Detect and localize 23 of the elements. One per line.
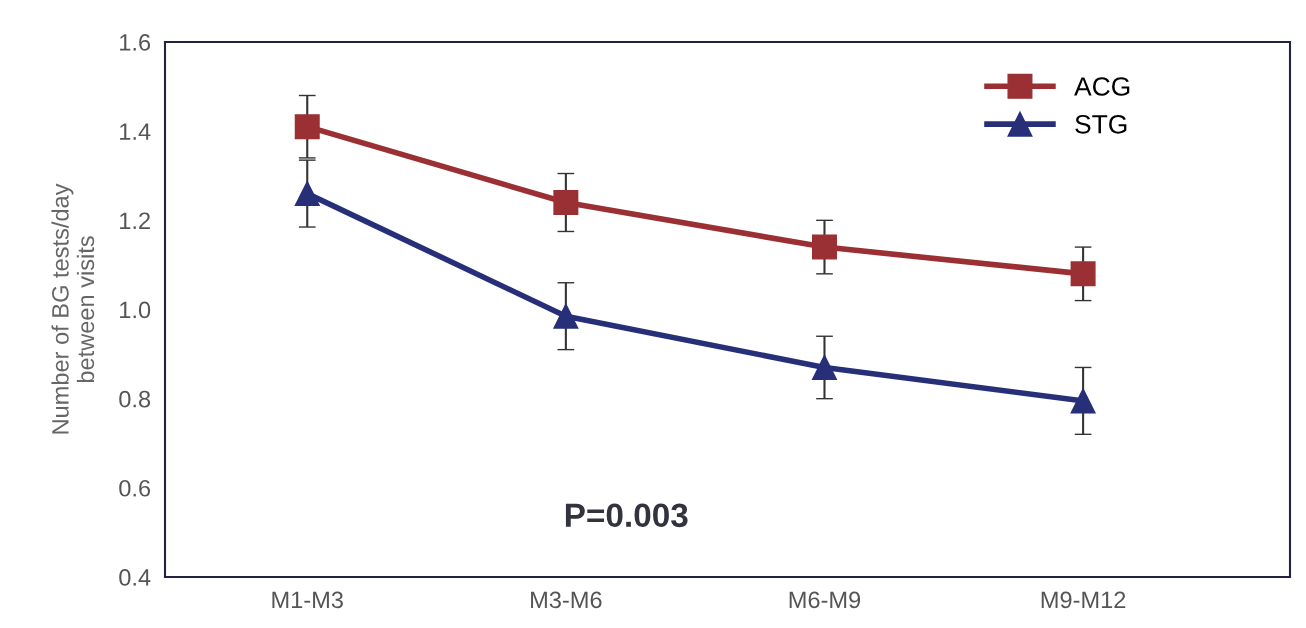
y-tick-label: 1.4 <box>120 123 151 140</box>
point <box>294 181 320 207</box>
point <box>294 114 320 140</box>
point <box>1070 261 1096 287</box>
y-axis-title: Number of BG tests/day between visits <box>51 183 95 434</box>
point <box>1070 388 1096 414</box>
x-tick-label: M1-M3 <box>272 591 343 609</box>
point <box>811 354 837 380</box>
y-tick-label: 0.4 <box>119 569 151 586</box>
annotation: P=0.003 <box>565 503 688 528</box>
legend-label: STG <box>1075 114 1127 134</box>
y-tick-label: 1.2 <box>120 212 150 229</box>
point <box>553 189 579 216</box>
x-tick-label: M6-M9 <box>789 591 861 609</box>
x-tick-label: M3-M6 <box>531 591 602 609</box>
x-tick-label: M9-M12 <box>1041 591 1126 609</box>
point <box>811 234 837 260</box>
y-tick-label: 0.8 <box>119 390 151 408</box>
y-tick-label: 1.0 <box>120 301 151 319</box>
y-tick-label: 0.6 <box>119 479 151 497</box>
y-tick-label: 1.6 <box>120 34 151 51</box>
legend-label: ACG <box>1074 77 1130 96</box>
point <box>553 303 579 329</box>
